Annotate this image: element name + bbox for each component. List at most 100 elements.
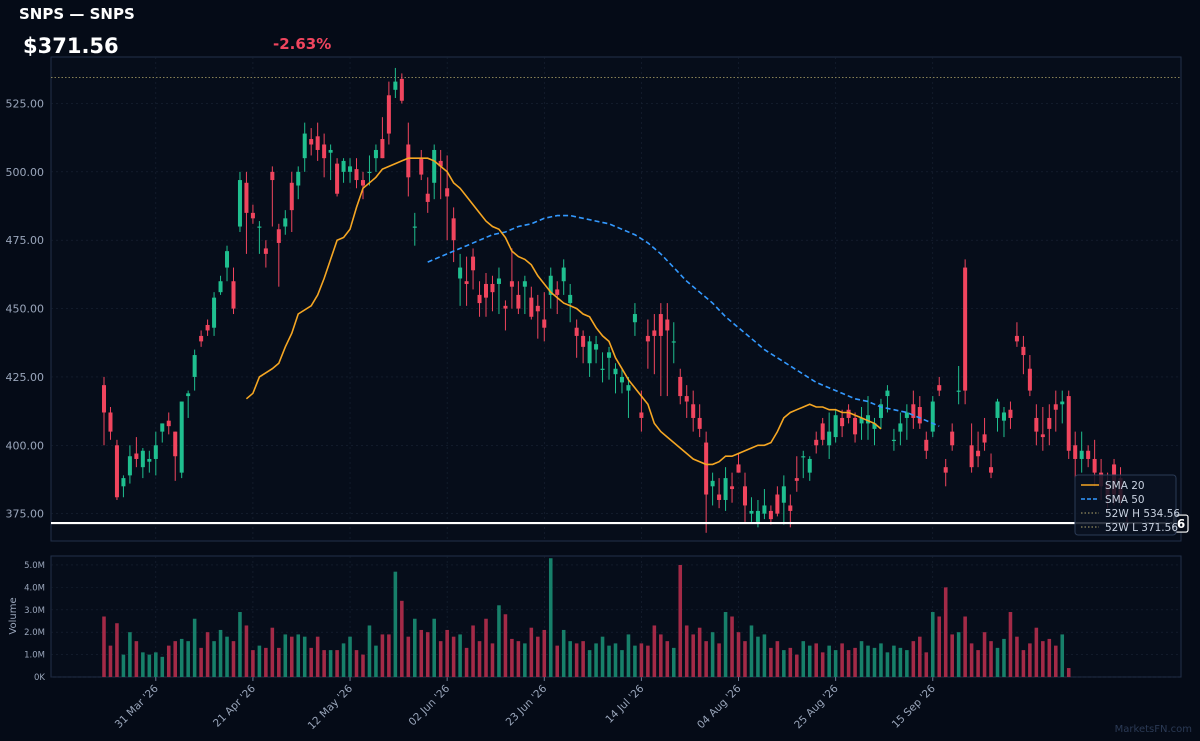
candle-body bbox=[244, 182, 249, 213]
candle-body bbox=[749, 510, 754, 514]
volume-bar bbox=[859, 641, 864, 677]
volume-bar bbox=[833, 650, 838, 677]
candle-body bbox=[451, 218, 456, 241]
volume-bar bbox=[788, 647, 793, 677]
candle-body bbox=[581, 335, 586, 347]
volume-bar bbox=[807, 645, 812, 677]
candle-body bbox=[697, 417, 702, 429]
volume-bar bbox=[982, 632, 987, 677]
x-tick-label: 04 Aug '26 bbox=[695, 682, 744, 731]
volume-bar bbox=[173, 641, 178, 677]
volume-bar bbox=[536, 636, 540, 677]
volume-bar bbox=[186, 641, 190, 677]
volume-bar bbox=[743, 641, 747, 677]
volume-bar bbox=[969, 643, 974, 677]
volume-bar bbox=[1060, 634, 1065, 677]
candle-body bbox=[807, 458, 812, 473]
candle-body bbox=[587, 341, 592, 364]
volume-bar bbox=[1028, 643, 1032, 677]
candle-body bbox=[464, 281, 469, 284]
volume-bar bbox=[930, 612, 935, 677]
candle-body bbox=[904, 412, 909, 418]
volume-bar bbox=[840, 643, 844, 677]
volume-bar bbox=[1034, 627, 1039, 677]
candle-body bbox=[399, 78, 404, 101]
volume-bar bbox=[231, 641, 236, 677]
candle-body bbox=[1073, 445, 1078, 459]
candle-body bbox=[671, 341, 676, 343]
volume-bar bbox=[225, 636, 229, 677]
legend-label: 52W H 534.56 bbox=[1105, 508, 1180, 520]
volume-bar bbox=[134, 641, 139, 677]
sma50-line bbox=[427, 214, 940, 427]
candle-body bbox=[302, 133, 307, 159]
candle-body bbox=[548, 275, 553, 295]
candle-body bbox=[775, 494, 780, 514]
volume-tick-label: 4.0M bbox=[24, 583, 45, 593]
candle-body bbox=[736, 464, 741, 473]
volume-bar bbox=[613, 643, 618, 677]
volume-bar bbox=[341, 643, 346, 677]
volume-bar bbox=[633, 645, 637, 677]
volume-bar bbox=[387, 634, 391, 677]
candle-body bbox=[289, 182, 294, 211]
candle-body bbox=[878, 404, 883, 418]
candle-body bbox=[257, 226, 262, 228]
volume-bar bbox=[179, 638, 184, 677]
candle-body bbox=[853, 417, 858, 435]
candle-body bbox=[626, 385, 631, 391]
x-tick-label: 02 Jun '26 bbox=[407, 682, 453, 728]
candle-body bbox=[762, 505, 767, 514]
candle-body bbox=[1014, 335, 1019, 342]
volume-bar bbox=[277, 647, 281, 677]
candle-body bbox=[542, 319, 547, 328]
candle-body bbox=[989, 467, 994, 473]
candle-body bbox=[425, 193, 430, 202]
volume-bar bbox=[490, 643, 495, 677]
candle-body bbox=[976, 450, 981, 457]
candle-body bbox=[205, 324, 210, 331]
candle-body bbox=[639, 412, 644, 418]
candle-body bbox=[173, 431, 178, 457]
volume-bar bbox=[950, 634, 954, 677]
price-change: -2.63% bbox=[273, 35, 332, 53]
candle-body bbox=[276, 229, 281, 243]
volume-bar bbox=[328, 650, 333, 677]
candle-body bbox=[503, 305, 508, 309]
candle-body bbox=[665, 319, 670, 331]
candle-body bbox=[678, 376, 683, 397]
volume-bar bbox=[251, 650, 255, 677]
volume-bar bbox=[1066, 668, 1071, 677]
volume-bar bbox=[166, 645, 171, 677]
candle-body bbox=[101, 385, 107, 413]
volume-bar bbox=[762, 634, 767, 677]
volume-bar bbox=[898, 647, 903, 677]
candle-body bbox=[956, 390, 961, 392]
candle-body bbox=[231, 281, 236, 309]
volume-bar bbox=[108, 645, 113, 677]
volume-bar bbox=[989, 641, 993, 677]
candle-body bbox=[471, 256, 476, 271]
volume-bar bbox=[710, 632, 715, 677]
candle-body bbox=[179, 401, 184, 473]
candle-body bbox=[522, 281, 527, 287]
candle-body bbox=[652, 330, 657, 336]
candle-body bbox=[885, 390, 890, 397]
volume-bar bbox=[827, 645, 831, 677]
candle-body bbox=[613, 368, 618, 375]
volume-bar bbox=[510, 638, 514, 677]
candle-body bbox=[600, 368, 605, 370]
volume-tick-label: 3.0M bbox=[24, 606, 45, 616]
volume-bar bbox=[678, 564, 683, 677]
volume-bar bbox=[302, 636, 307, 677]
watermark: MarketsFN.com bbox=[1114, 724, 1192, 735]
candle-body bbox=[250, 212, 255, 219]
x-tick-label: 23 Jun '26 bbox=[504, 682, 550, 728]
candle-body bbox=[445, 188, 450, 197]
volume-bar bbox=[438, 641, 443, 677]
chart-title: SNPS — SNPS bbox=[19, 5, 135, 23]
candle-body bbox=[270, 171, 275, 181]
volume-bar bbox=[646, 645, 650, 677]
volume-bar bbox=[956, 632, 961, 677]
candle-body bbox=[568, 294, 573, 304]
